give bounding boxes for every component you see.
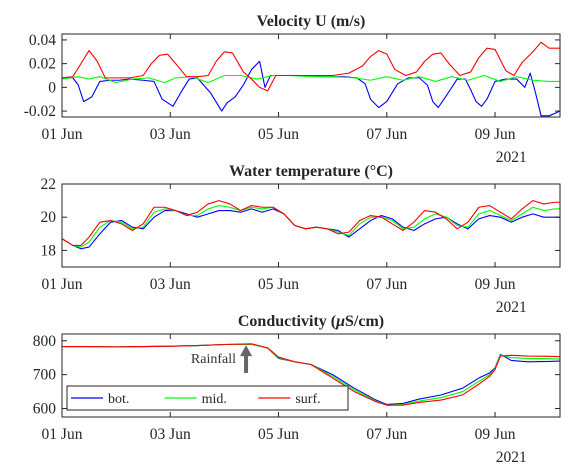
- velocity-year-label: 2021: [496, 149, 527, 166]
- velocity-ytick-label: 0: [48, 79, 56, 96]
- conductivity-rainfall-label: Rainfall: [191, 352, 236, 367]
- conductivity-ytick-label: 700: [33, 367, 57, 384]
- conductivity-ytick-label: 800: [33, 333, 57, 350]
- velocity-axes-box: [61, 33, 561, 118]
- conductivity-series-group: [62, 343, 560, 406]
- conductivity-legend-label-mid: mid.: [202, 392, 227, 407]
- conductivity-title-mu: μ: [335, 313, 345, 330]
- conductivity-rainfall-arrow-head: [240, 345, 253, 357]
- conductivity-xtick-label: 03 Jun: [150, 426, 191, 443]
- conductivity-xtick-label: 01 Jun: [42, 426, 83, 443]
- panel-velocity: Velocity U (m/s) 01 Jun 03 Jun 05 Jun 07 Ju…: [24, 13, 561, 166]
- velocity-xtick-label: 05 Jun: [258, 126, 299, 143]
- temperature-ytick-label: 22: [41, 176, 57, 193]
- velocity-ytick-label: 0.04: [29, 32, 56, 49]
- temperature-xtick-label: 07 Jun: [366, 276, 407, 293]
- panel-conductivity: Conductivity (μS/cm) 01 Jun 03 Jun 05 Jun 0…: [33, 313, 561, 466]
- temperature-title: Water temperature (°C): [229, 163, 393, 180]
- conductivity-axes-box: [61, 333, 561, 418]
- conductivity-year-label: 2021: [496, 449, 527, 466]
- conductivity-xtick-label: 07 Jun: [366, 426, 407, 443]
- temperature-xtick-label: 09 Jun: [475, 276, 516, 293]
- conductivity-legend-label-surf: surf.: [295, 392, 320, 407]
- temperature-plot: 01 Jun 03 Jun 05 Jun 07 Jun 09 Jun 18 20 22 2021: [41, 176, 561, 316]
- velocity-xtick-label: 09 Jun: [475, 126, 516, 143]
- conductivity-title-prefix: Conductivity (: [238, 313, 336, 330]
- temperature-xtick-label: 05 Jun: [258, 276, 299, 293]
- conductivity-xtick-label: 09 Jun: [475, 426, 516, 443]
- velocity-ytick-label: 0.02: [29, 56, 56, 73]
- temperature-axes-box: [61, 183, 561, 268]
- velocity-ytick-label: -0.02: [24, 103, 56, 120]
- temperature-ytick-label: 18: [41, 242, 57, 259]
- velocity-series-group: [62, 41, 560, 117]
- conductivity-xtick-label: 05 Jun: [258, 426, 299, 443]
- temperature-xtick-label: 01 Jun: [42, 276, 83, 293]
- velocity-xtick-label: 07 Jun: [366, 126, 407, 143]
- conductivity-legend-label-bot: bot.: [108, 392, 129, 407]
- temperature-series-surf: [62, 200, 560, 246]
- velocity-series-surf: [62, 41, 560, 92]
- velocity-xtick-label: 01 Jun: [42, 126, 83, 143]
- panel-temperature: Water temperature (°C) 01 Jun 03 Jun 05 Ju…: [41, 163, 561, 316]
- temperature-xtick-label: 03 Jun: [150, 276, 191, 293]
- velocity-plot: 01 Jun 03 Jun 05 Jun 07 Jun 09 Jun -0.02 0 0.02…: [24, 32, 561, 166]
- conductivity-title: Conductivity (μS/cm): [238, 313, 384, 330]
- conductivity-plot: 01 Jun 03 Jun 05 Jun 07 Jun 09 Jun 600 700 800 2…: [33, 333, 561, 466]
- conductivity-title-suffix: S/cm): [345, 313, 384, 330]
- temperature-year-label: 2021: [496, 299, 527, 316]
- conductivity-legend-box: [66, 385, 349, 411]
- velocity-xtick-label: 03 Jun: [150, 126, 191, 143]
- temperature-series-group: [62, 200, 560, 250]
- conductivity-series-surf: [62, 343, 560, 406]
- temperature-ytick-label: 20: [41, 209, 57, 226]
- velocity-title: Velocity U (m/s): [257, 13, 366, 30]
- velocity-series-mid: [62, 74, 560, 84]
- conductivity-ytick-label: 600: [33, 401, 57, 418]
